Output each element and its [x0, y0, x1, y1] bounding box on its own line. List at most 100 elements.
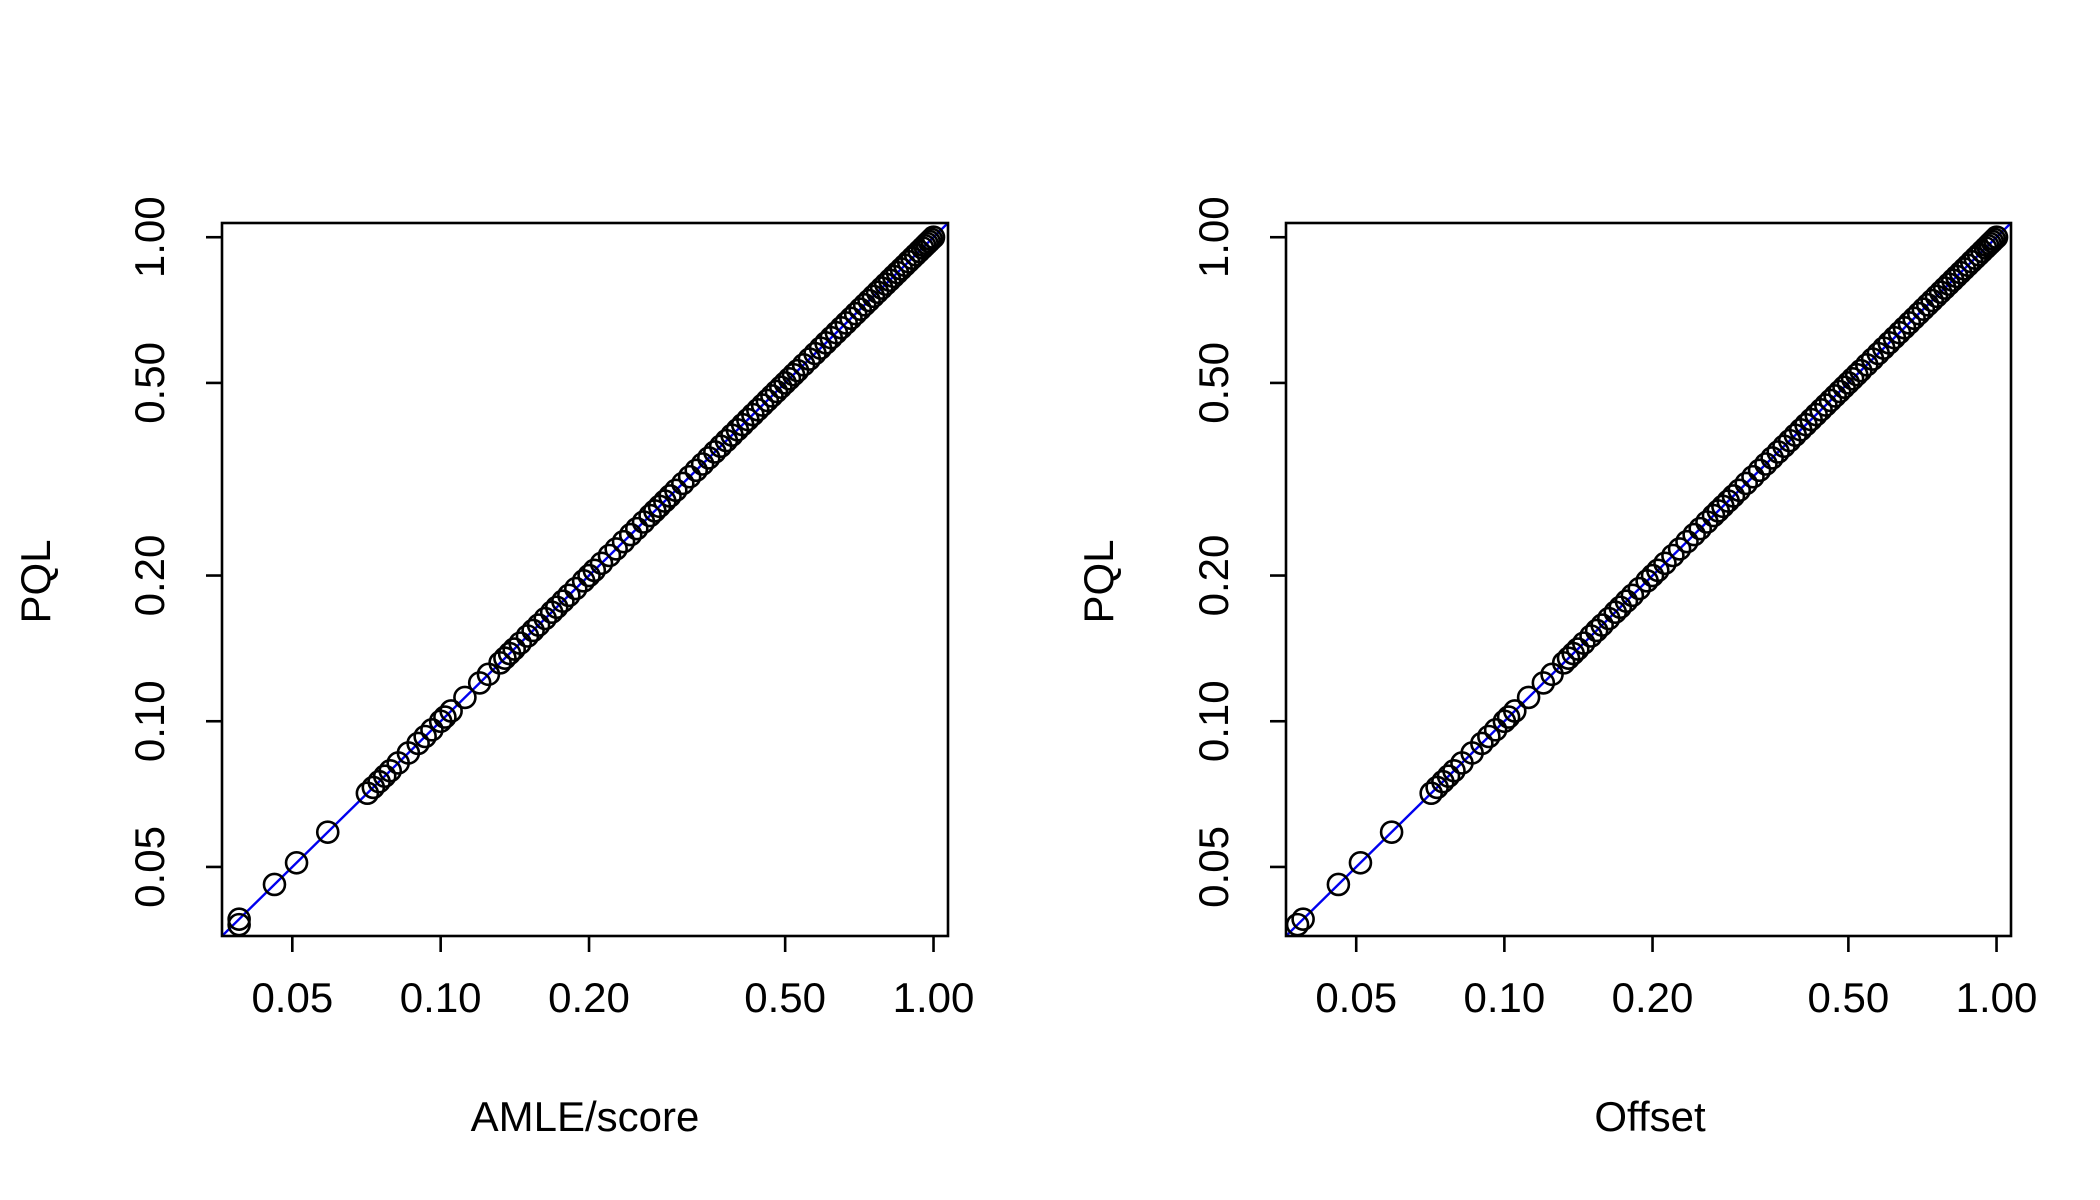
data-point — [677, 464, 702, 489]
data-point — [315, 820, 340, 844]
data-point — [413, 724, 437, 749]
data-point — [777, 366, 802, 391]
data-point — [1924, 284, 1949, 309]
data-point — [664, 478, 688, 503]
data-point — [1531, 671, 1556, 695]
x-tick-label: 0.50 — [744, 974, 826, 1021]
plot-frame — [1284, 221, 2013, 938]
data-point — [1584, 618, 1609, 643]
data-point — [611, 529, 636, 554]
x-tick-label: 1.00 — [1956, 974, 2038, 1021]
data-point — [1627, 576, 1652, 601]
data-point — [624, 516, 649, 541]
data-point — [551, 589, 575, 614]
data-point — [1348, 850, 1373, 875]
data-point — [521, 618, 545, 643]
data-point — [508, 631, 533, 655]
data-point — [1836, 371, 1861, 395]
data-point — [1667, 537, 1692, 561]
data-point — [1978, 231, 2002, 256]
data-point — [1916, 293, 1940, 317]
data-point — [865, 280, 890, 304]
data-point — [1326, 872, 1351, 897]
data-point — [1646, 558, 1670, 583]
points-group — [227, 225, 946, 936]
data-point — [769, 375, 793, 399]
y-tick-label: 0.05 — [1190, 826, 1237, 908]
data-point — [1516, 685, 1541, 710]
data-point — [1932, 276, 1957, 300]
data-point — [760, 384, 784, 408]
data-point — [589, 551, 614, 576]
panel-amle-score: 0.05 0.10 0.20 0.50 1.00 0.05 0.10 0.20 0.50 1.00… — [12, 196, 974, 1140]
x-tick-label: 0.10 — [1463, 974, 1545, 1021]
data-point — [1840, 366, 1865, 391]
data-point — [861, 284, 886, 309]
data-point — [1976, 234, 2000, 258]
data-point — [467, 671, 492, 695]
data-point — [557, 583, 581, 608]
data-point — [1608, 595, 1633, 620]
data-point — [1906, 301, 1931, 326]
data-point — [912, 234, 937, 258]
y-tick-label: 0.05 — [126, 826, 173, 908]
x-tick-label: 0.20 — [1612, 974, 1694, 1021]
data-point — [433, 705, 457, 729]
data-point — [439, 699, 463, 723]
data-point — [915, 231, 939, 256]
y-tick-label: 0.10 — [1190, 680, 1237, 762]
data-point — [420, 718, 444, 742]
data-point — [1640, 563, 1665, 588]
y-tick-label: 0.20 — [126, 535, 173, 617]
data-point — [1682, 522, 1706, 547]
data-point — [1566, 637, 1590, 661]
identity-reference-line — [1286, 223, 2011, 936]
data-point — [262, 872, 287, 897]
data-point — [1754, 452, 1778, 476]
data-point — [1653, 551, 1677, 576]
x-tick-label: 0.10 — [400, 974, 482, 1021]
panel-offset: 0.05 0.10 0.20 0.50 1.00 0.05 0.10 0.20 0.50 1.00… — [1075, 196, 2037, 1140]
data-point — [1741, 464, 1765, 489]
data-point — [502, 637, 527, 661]
data-point — [1823, 384, 1847, 408]
data-point — [684, 458, 709, 483]
data-point — [1571, 631, 1596, 655]
data-point — [1984, 225, 2009, 250]
x-tick-label: 1.00 — [893, 974, 975, 1021]
data-point — [227, 912, 251, 936]
data-point — [1727, 478, 1751, 503]
data-point — [773, 371, 797, 395]
data-point — [1379, 820, 1404, 844]
data-point — [1827, 379, 1852, 404]
data-point — [1620, 583, 1645, 608]
data-point — [1496, 705, 1521, 729]
points-group — [1286, 225, 2009, 936]
data-point — [1483, 718, 1508, 742]
data-point — [1661, 543, 1685, 568]
y-tick-label: 1.00 — [1190, 196, 1237, 278]
y-tick-label: 1.00 — [126, 196, 173, 278]
y-axis-title: PQL — [1075, 539, 1122, 623]
data-point — [1734, 471, 1759, 496]
y-tick-label: 0.50 — [1190, 342, 1237, 424]
data-point — [372, 764, 397, 788]
data-point — [1503, 699, 1527, 723]
data-point — [1980, 229, 2005, 254]
data-point — [577, 563, 601, 588]
plot-frame — [220, 221, 950, 938]
data-point — [1688, 516, 1713, 541]
x-axis-title: Offset — [1594, 1093, 1706, 1140]
data-point — [764, 379, 789, 404]
data-point — [1721, 484, 1746, 508]
data-point — [1470, 731, 1494, 756]
data-point — [857, 288, 881, 313]
data-point — [582, 558, 607, 583]
data-point — [284, 850, 309, 875]
data-point — [843, 301, 868, 326]
y-tick-label: 0.10 — [126, 680, 173, 762]
data-point — [1477, 724, 1501, 749]
data-point — [604, 537, 628, 561]
data-point — [563, 576, 588, 601]
